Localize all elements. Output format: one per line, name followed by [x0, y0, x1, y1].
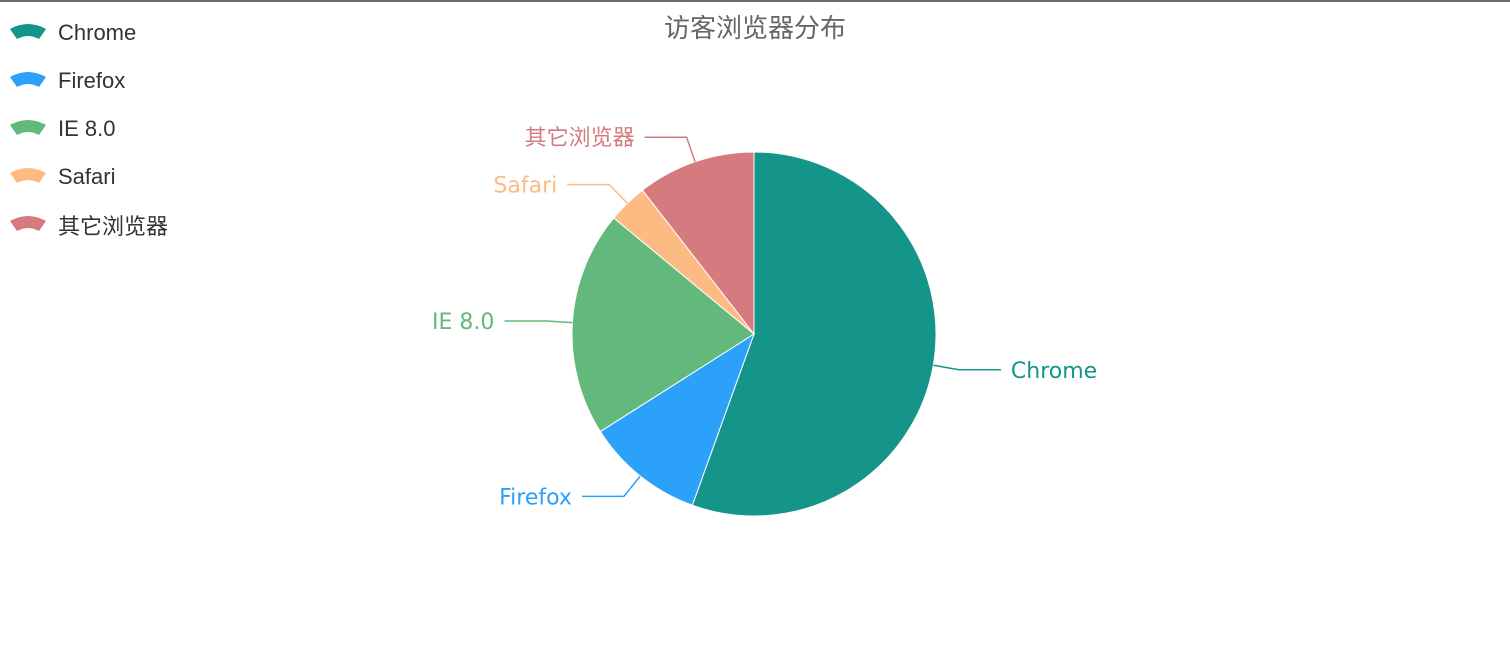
legend-swatch-firefox	[10, 72, 46, 87]
legend-label-firefox: Firefox	[58, 68, 126, 93]
legend-swatch-safari	[10, 168, 46, 183]
legend-label-chrome: Chrome	[58, 20, 137, 45]
chart-title: 访客浏览器分布	[663, 14, 846, 44]
pie-slice-firefox[interactable]	[599, 332, 755, 506]
legend: Chrome Firefox IE 8.0 Safari 其它浏览器	[8, 9, 168, 249]
legend-item-firefox[interactable]: Firefox	[8, 57, 168, 105]
slice-label-chrome: Chrome	[1011, 359, 1097, 384]
leader-line-firefox	[581, 475, 641, 498]
legend-label-other: 其它浏览器	[58, 215, 169, 240]
legend-item-safari[interactable]: Safari	[8, 153, 168, 201]
pie-slice-ie-8-0[interactable]	[571, 217, 755, 433]
pie-slice-other[interactable]	[641, 151, 755, 336]
leader-line-ie-8-0	[504, 320, 573, 324]
slice-label-firefox: Firefox	[499, 485, 572, 510]
legend-swatch-ie	[10, 120, 46, 135]
legend-label-safari: Safari	[58, 164, 116, 189]
legend-item-chrome[interactable]: Chrome	[8, 9, 168, 57]
slice-label-other: 其它浏览器	[525, 126, 635, 151]
legend-item-other[interactable]: 其它浏览器	[8, 201, 168, 249]
legend-item-ie[interactable]: IE 8.0	[8, 105, 168, 153]
legend-label-ie: IE 8.0	[58, 116, 116, 141]
leader-line-safari	[567, 183, 628, 204]
slice-label-safari: Safari	[493, 174, 557, 199]
pie-slice-chrome[interactable]	[691, 151, 937, 517]
legend-swatch-chrome	[10, 24, 46, 39]
leader-line-other	[644, 136, 696, 163]
legend-swatch-other	[10, 216, 46, 231]
slice-label-ie-8-0: IE 8.0	[432, 310, 494, 335]
leader-line-chrome	[933, 364, 1001, 371]
top-border	[0, 0, 1510, 2]
